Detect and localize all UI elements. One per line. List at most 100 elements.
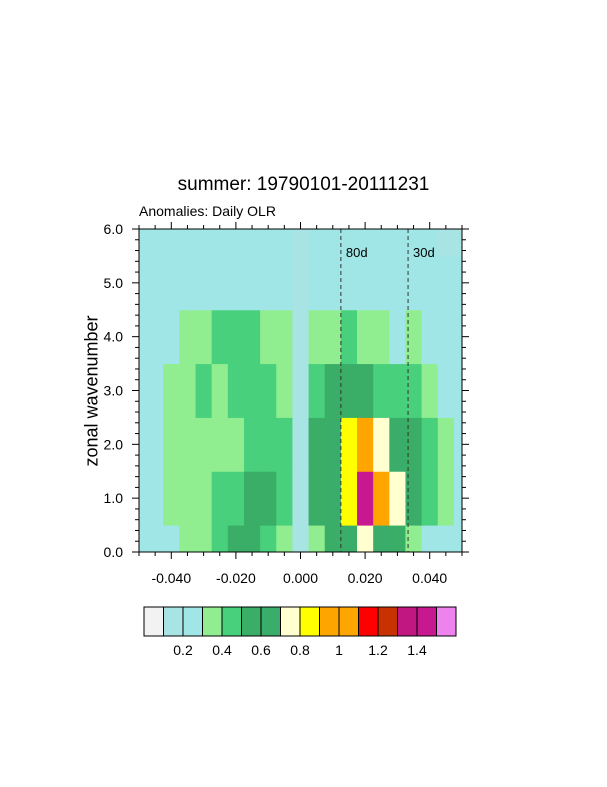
field-cell: [437, 309, 455, 365]
field-cell: [147, 525, 164, 552]
y-tick-label: 6.0: [104, 221, 124, 237]
field-cell: [324, 525, 342, 552]
field-cell: [243, 471, 261, 526]
y-tick-label: 1.0: [104, 490, 124, 506]
field-cell: [308, 525, 326, 552]
field-cell: [147, 417, 164, 472]
field-cell: [227, 417, 245, 472]
field-cell: [357, 255, 374, 311]
reference-line-label: 80d: [346, 245, 368, 260]
field-cell: [357, 309, 374, 365]
field-cell: [340, 363, 358, 418]
field-cell: [421, 363, 439, 418]
field-cell: [139, 471, 148, 526]
reference-line-label: 30d: [413, 245, 435, 260]
field-cell: [195, 471, 213, 526]
field-cell: [389, 363, 406, 418]
field-cell: [308, 363, 326, 418]
field-cell: [389, 525, 406, 552]
field-cell: [324, 417, 342, 472]
field-cell: [147, 471, 164, 526]
field-cell: [373, 363, 390, 418]
field-cell: [195, 255, 213, 311]
colorbar-swatch: [319, 606, 340, 637]
field-cell: [227, 525, 245, 552]
colorbar-label: 0.6: [251, 642, 271, 658]
field-cell: [147, 255, 164, 311]
field-cell: [357, 525, 374, 552]
y-tick-label: 3.0: [104, 383, 124, 399]
field-cell: [373, 309, 390, 365]
field-cell: [292, 229, 310, 257]
field-cell: [340, 417, 358, 472]
field-cell: [324, 229, 342, 257]
y-axis-ticks: 0.0 1.0 2.0 3.0 4.0 5.0 6.0: [104, 221, 469, 560]
colorbar-swatch: [143, 606, 164, 637]
field-cell: [243, 417, 261, 472]
field-cell: [227, 255, 245, 311]
field-cell: [227, 309, 245, 365]
field-cell: [389, 309, 406, 365]
field-cell: [453, 417, 462, 472]
colorbar-label: 0.8: [290, 642, 310, 658]
field-cell: [179, 417, 197, 472]
colorbar-swatch: [280, 606, 301, 637]
chart-subtitle: Anomalies: Daily OLR: [139, 203, 276, 219]
field-cell: [292, 471, 310, 526]
field-cell: [139, 363, 148, 418]
field-cell: [276, 471, 293, 526]
field-cell: [195, 363, 213, 418]
field-cell: [243, 255, 261, 311]
field-cell: [179, 525, 197, 552]
field-cell: [179, 255, 197, 311]
field-cell: [195, 309, 213, 365]
field-cell: [340, 525, 358, 552]
contour-field: [139, 229, 462, 552]
field-cell: [260, 255, 277, 311]
field-cell: [139, 255, 148, 311]
x-tick-label: -0.040: [151, 570, 191, 586]
colorbar-swatch: [397, 606, 418, 637]
field-cell: [179, 471, 197, 526]
field-cell: [276, 363, 293, 418]
field-cell: [163, 309, 180, 365]
field-cell: [163, 417, 180, 472]
field-cell: [260, 309, 277, 365]
field-cell: [260, 363, 277, 418]
field-cell: [453, 309, 462, 365]
field-cell: [357, 417, 374, 472]
field-cell: [421, 525, 439, 552]
field-cell: [227, 471, 245, 526]
field-cell: [243, 525, 261, 552]
field-cell: [260, 471, 277, 526]
field-cell: [139, 417, 148, 472]
field-cell: [292, 255, 310, 311]
colorbar-label: 1.2: [368, 642, 388, 658]
chart-title: summer: 19790101-20111231: [177, 174, 430, 195]
field-cell: [421, 309, 439, 365]
field-cell: [139, 309, 148, 365]
field-cell: [324, 471, 342, 526]
colorbar-swatch: [260, 606, 281, 637]
field-cell: [421, 417, 439, 472]
field-cell: [139, 229, 148, 257]
field-cell: [195, 417, 213, 472]
field-cell: [421, 471, 439, 526]
field-cell: [243, 229, 261, 257]
field-cell: [340, 471, 358, 526]
field-cell: [373, 525, 390, 552]
field-cell: [308, 309, 326, 365]
field-cell: [211, 255, 229, 311]
field-cell: [340, 229, 358, 257]
colorbar-swatch: [241, 606, 262, 637]
field-cell: [437, 229, 455, 257]
field-cell: [405, 417, 423, 472]
field-cell: [211, 525, 229, 552]
field-cell: [453, 525, 462, 552]
field-cell: [292, 525, 310, 552]
field-cell: [389, 229, 406, 257]
field-cell: [163, 363, 180, 418]
field-cell: [389, 417, 406, 472]
field-cell: [405, 471, 423, 526]
